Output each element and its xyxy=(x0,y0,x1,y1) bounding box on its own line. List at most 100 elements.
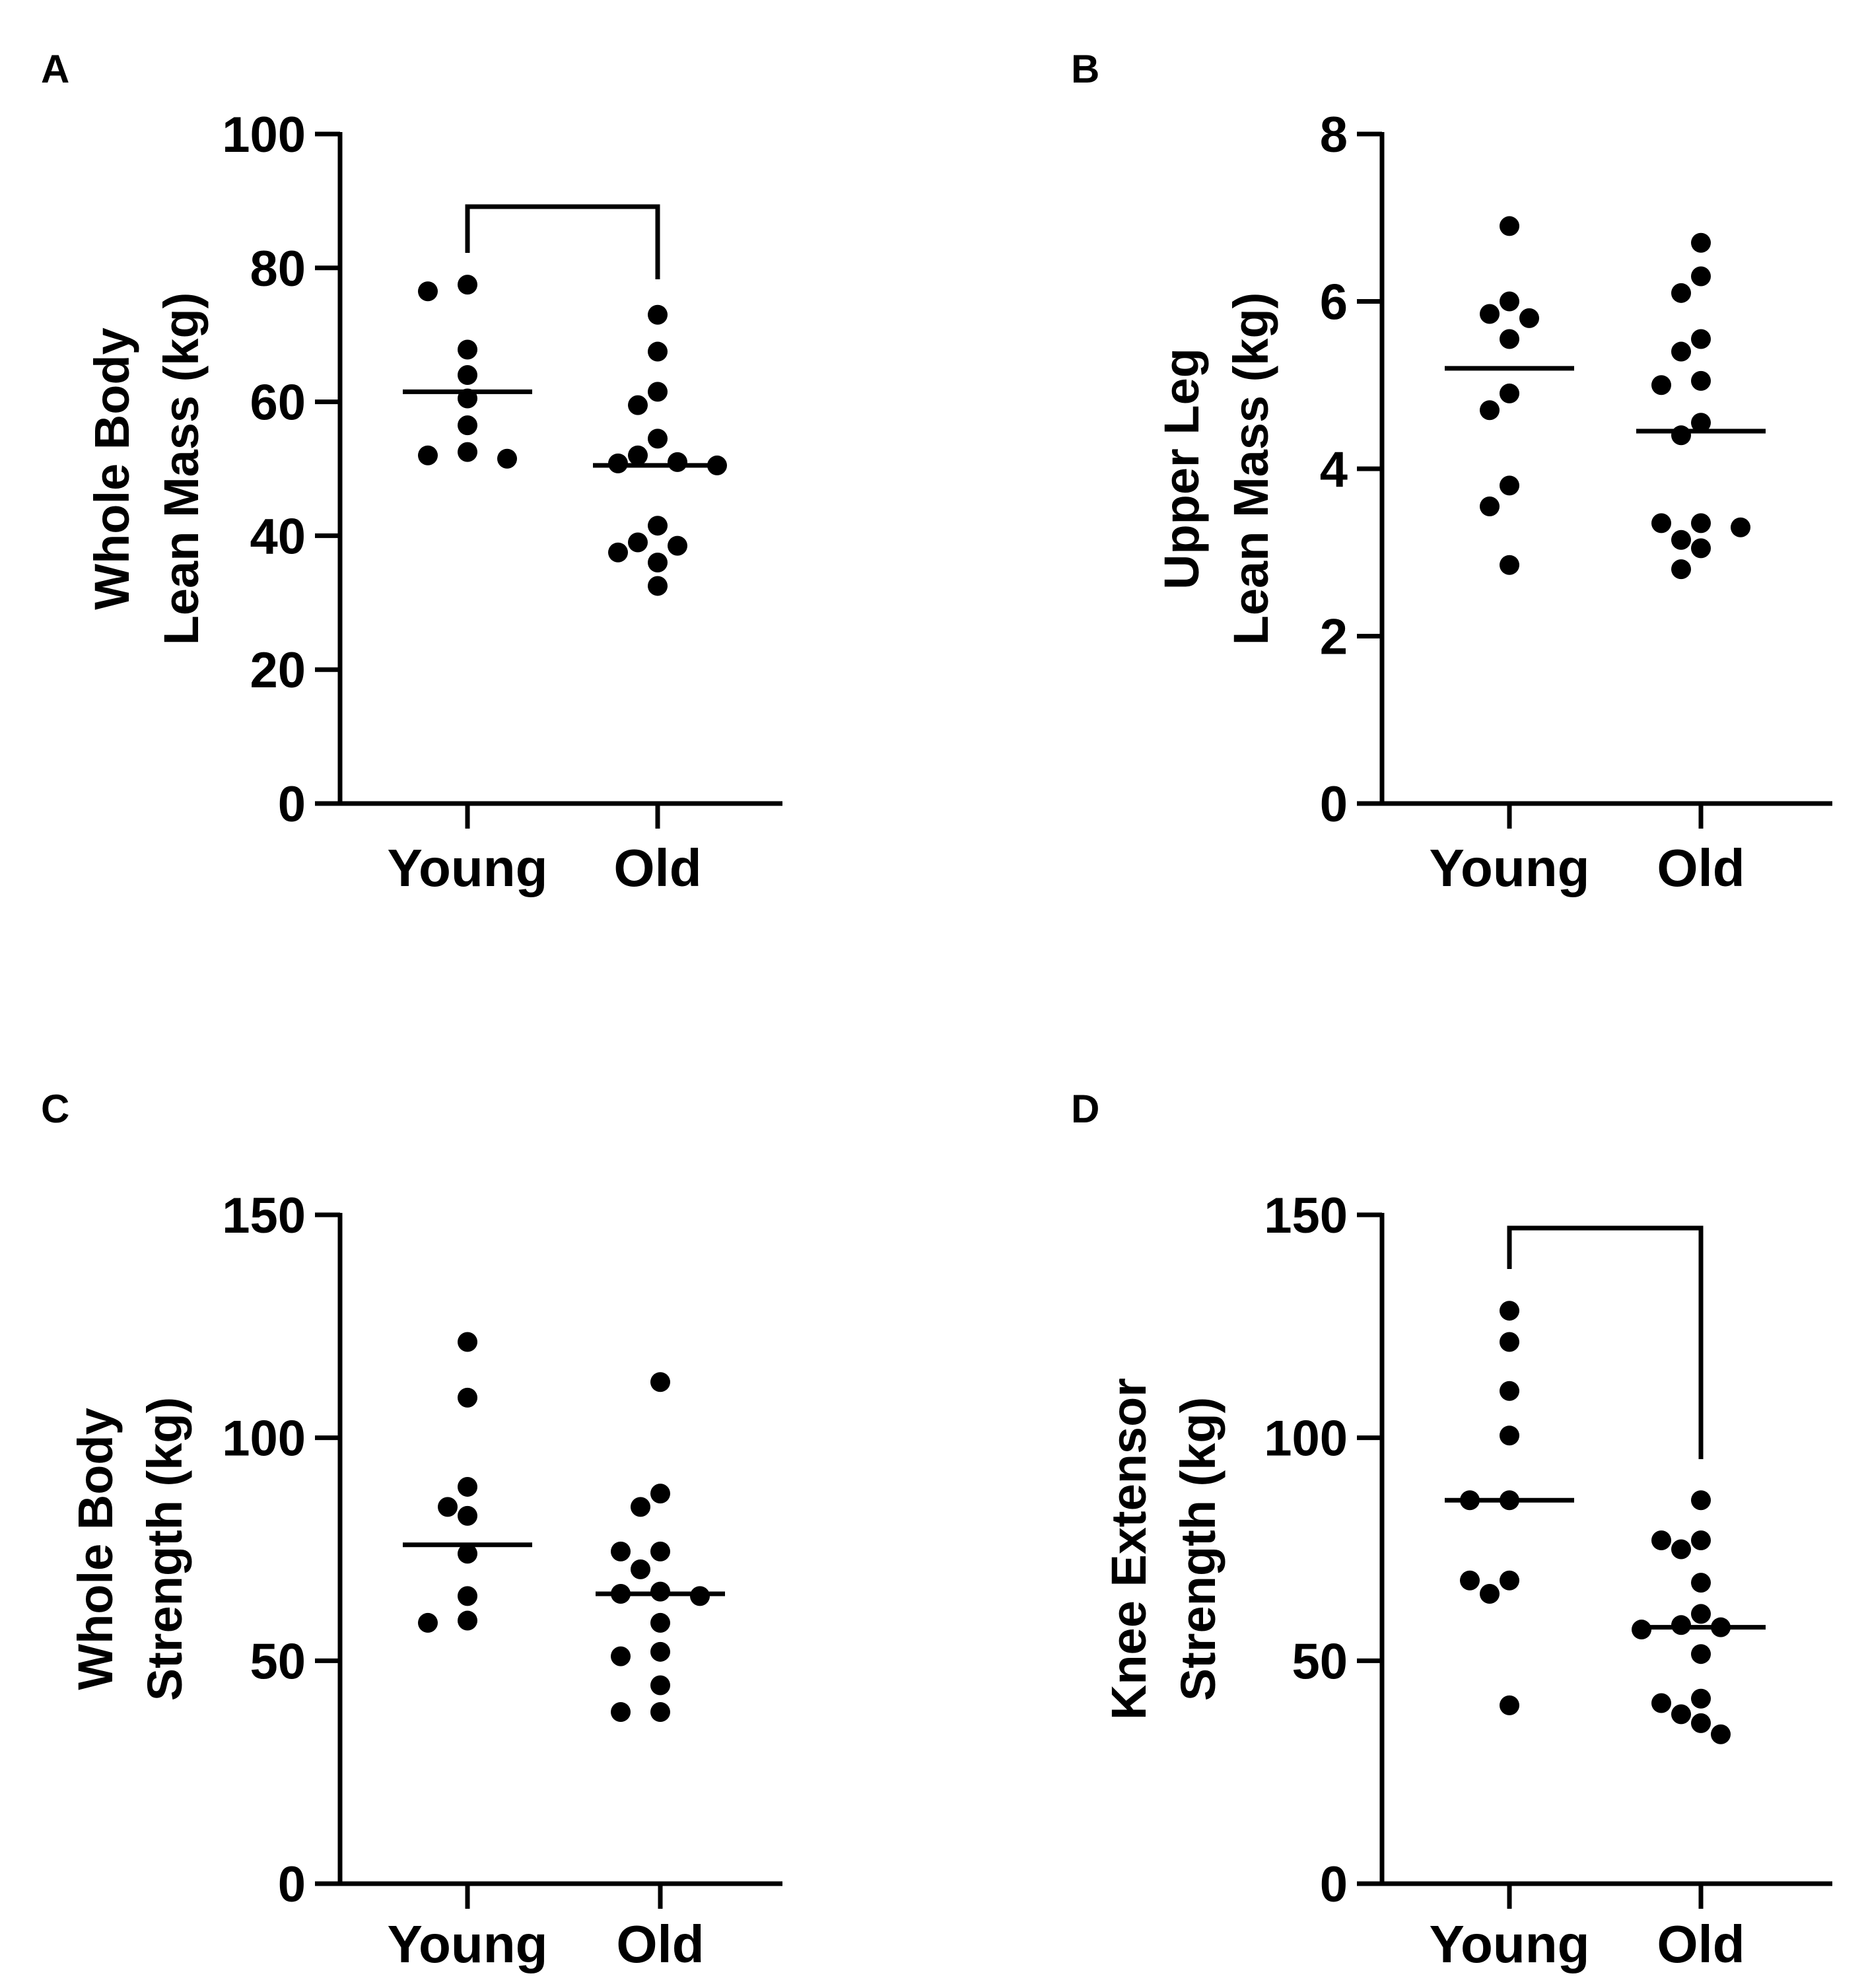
data-point xyxy=(438,1497,458,1517)
panel-letter: B xyxy=(1071,47,1099,91)
y-tick-label: 100 xyxy=(222,1411,306,1467)
y-tick-label: 100 xyxy=(222,107,306,163)
data-point xyxy=(1691,1530,1711,1550)
y-tick-label: 40 xyxy=(250,508,306,565)
y-axis-label: Whole Body xyxy=(85,327,139,610)
data-point xyxy=(458,1610,477,1631)
y-tick-label: 80 xyxy=(250,241,306,297)
y-tick-label: 150 xyxy=(1264,1188,1348,1244)
panel-letter: A xyxy=(41,47,69,91)
y-axis-label: Whole Body xyxy=(68,1408,123,1690)
data-point xyxy=(1500,1570,1519,1591)
data-point xyxy=(1480,400,1500,421)
data-point xyxy=(648,576,668,596)
data-point xyxy=(668,452,687,472)
data-point xyxy=(1671,341,1691,362)
data-point xyxy=(1711,1724,1731,1744)
data-point xyxy=(1691,1604,1711,1624)
y-tick-label: 50 xyxy=(250,1633,306,1690)
y-axis-label: Knee Extensor xyxy=(1101,1378,1156,1720)
data-point xyxy=(1691,1644,1711,1664)
y-tick-label: 0 xyxy=(1320,776,1348,833)
data-point xyxy=(1460,1570,1480,1591)
x-tick-label: Young xyxy=(1430,1915,1590,1973)
data-point xyxy=(497,448,517,469)
data-point xyxy=(650,1372,670,1392)
data-point xyxy=(1691,329,1711,349)
data-point xyxy=(458,339,477,360)
data-point xyxy=(650,1701,670,1722)
y-tick-label: 100 xyxy=(1264,1411,1348,1467)
y-tick-label: 60 xyxy=(250,375,306,431)
data-point xyxy=(648,516,668,536)
data-point xyxy=(631,1497,650,1517)
data-point xyxy=(628,395,648,415)
chart-panel-b: B 0 2 4 6 8 Young Old Upper Leg Lean Mass (kg) xyxy=(1071,47,1832,897)
data-point xyxy=(458,1476,477,1497)
y-axis-label: Strength (kg) xyxy=(137,1397,192,1701)
data-point xyxy=(1480,304,1500,324)
data-point xyxy=(628,532,648,553)
data-point xyxy=(611,1541,631,1561)
y-tick-label: 8 xyxy=(1320,107,1348,163)
data-point xyxy=(458,1544,477,1564)
data-point xyxy=(631,1559,650,1579)
data-point xyxy=(1691,1490,1711,1511)
data-point xyxy=(648,428,668,449)
data-point xyxy=(1691,538,1711,559)
x-tick-label: Young xyxy=(388,839,548,897)
chart-panel-a: A 0 20 40 60 80 100 Young Old Whole Body Lean Mass… xyxy=(41,47,782,897)
significance-bracket xyxy=(465,204,660,279)
data-point xyxy=(650,1541,670,1561)
data-point xyxy=(648,552,668,572)
data-point xyxy=(650,1612,670,1633)
data-point xyxy=(668,535,687,556)
y-tick-label: 20 xyxy=(250,642,306,699)
chart-panel-d: D 0 50 100 150 Young Old Knee Extensor Strength … xyxy=(1071,1087,1832,1973)
y-tick-label: 0 xyxy=(278,1857,306,1913)
y-axis-label: Lean Mass (kg) xyxy=(154,292,209,646)
panel-letter: C xyxy=(41,1087,69,1131)
data-point xyxy=(418,281,438,302)
x-tick-label: Old xyxy=(1657,1915,1745,1973)
significance-bracket xyxy=(1507,1225,1704,1459)
data-point xyxy=(1500,475,1519,496)
y-tick-label: 6 xyxy=(1320,275,1348,331)
data-point xyxy=(611,1646,631,1666)
data-point xyxy=(458,365,477,386)
y-tick-label: 4 xyxy=(1320,442,1348,498)
data-point xyxy=(1500,1381,1519,1401)
data-point xyxy=(1671,425,1691,446)
x-tick-label: Old xyxy=(616,1915,704,1973)
y-axis-label: Strength (kg) xyxy=(1171,1397,1226,1701)
data-point xyxy=(1500,1332,1519,1352)
data-point xyxy=(1691,1688,1711,1709)
data-point xyxy=(1500,1301,1519,1321)
data-point xyxy=(1671,1539,1691,1560)
y-tick-label: 0 xyxy=(1320,1857,1348,1913)
data-point xyxy=(650,1484,670,1504)
data-point xyxy=(1691,1713,1711,1733)
x-tick-label: Old xyxy=(1657,839,1745,897)
data-point xyxy=(1500,291,1519,312)
panel-letter: D xyxy=(1071,1087,1099,1131)
data-point xyxy=(648,304,668,325)
data-point xyxy=(611,1701,631,1722)
data-point xyxy=(418,445,438,465)
data-point xyxy=(648,341,668,362)
x-tick-label: Young xyxy=(1430,839,1590,897)
data-point xyxy=(458,1586,477,1606)
data-point xyxy=(458,1387,477,1408)
data-point xyxy=(1651,1693,1671,1713)
data-point xyxy=(1691,232,1711,253)
x-tick-label: Young xyxy=(388,1915,548,1973)
data-point xyxy=(628,445,648,465)
data-point xyxy=(1500,1425,1519,1446)
y-axis-label: Lean Mass (kg) xyxy=(1224,292,1278,646)
data-point xyxy=(1671,1704,1691,1725)
y-axis-label: Upper Leg xyxy=(1154,348,1209,590)
data-point xyxy=(1500,329,1519,349)
data-point xyxy=(1500,216,1519,236)
data-point xyxy=(458,1505,477,1526)
